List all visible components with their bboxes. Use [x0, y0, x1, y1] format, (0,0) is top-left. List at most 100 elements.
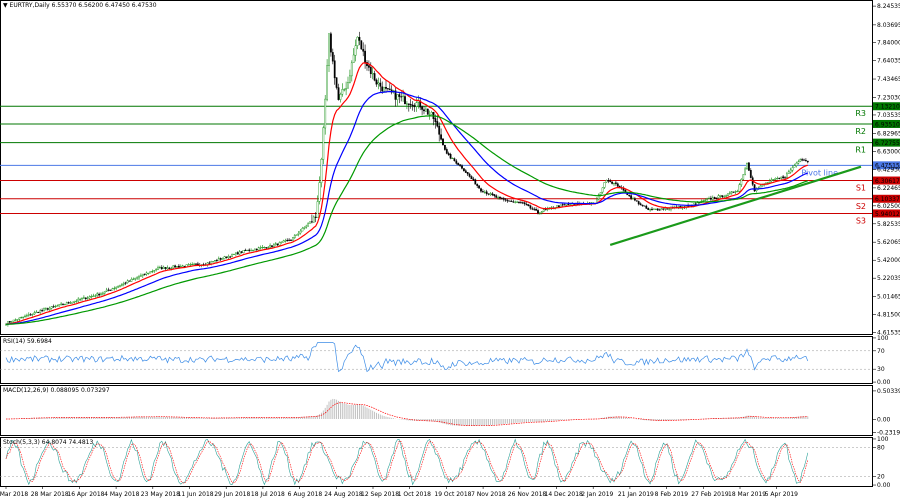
candle-body: [438, 125, 441, 135]
candle-body: [466, 172, 469, 175]
candle-body: [309, 221, 311, 224]
level-price-tag-s1: [873, 176, 900, 185]
candle-body: [645, 205, 648, 209]
candle-body: [379, 82, 382, 87]
candle-body: [92, 295, 95, 297]
x-tick-label: 27 Feb 2019: [691, 491, 729, 498]
candle-body: [265, 247, 268, 249]
candle-body: [331, 52, 334, 62]
candle-body: [290, 239, 292, 241]
candle-body: [305, 225, 308, 228]
candle-body: [411, 104, 414, 106]
candle-body: [191, 264, 194, 266]
trend-line: [609, 165, 862, 247]
candle-body: [643, 205, 646, 207]
y-tick-label: 5.22035: [877, 275, 900, 282]
candle-body: [208, 262, 211, 264]
candle-body: [778, 177, 781, 179]
candle-body: [187, 264, 190, 266]
candle-body: [725, 195, 728, 198]
candle-body: [79, 299, 82, 301]
candle-body: [179, 266, 182, 268]
level-name-s3: S3: [856, 216, 866, 225]
candle-body: [742, 174, 745, 180]
candle-body: [18, 317, 21, 320]
candle-body: [98, 293, 101, 296]
candle-body: [50, 306, 53, 309]
candle-body: [63, 303, 66, 306]
candle-body: [280, 241, 283, 243]
x-tick-label: 11 Jun 2018: [178, 491, 214, 498]
candle-body: [708, 198, 710, 200]
candle-body: [434, 118, 437, 123]
candle-body: [413, 105, 416, 108]
candle-body: [772, 179, 775, 181]
y-tick-label: 7.84000: [877, 40, 900, 47]
y-tick-label: 8.24535: [877, 3, 900, 10]
candle-body: [776, 178, 779, 180]
candle-body: [158, 267, 161, 269]
candle-body: [759, 185, 762, 189]
candle-body: [84, 297, 87, 300]
candle-body: [45, 308, 47, 310]
candle-body: [371, 72, 374, 75]
level-price-s1: 6.30617: [875, 178, 900, 185]
candle-body: [666, 208, 669, 210]
candle-body: [14, 319, 17, 321]
ind-tick-label: 0.00: [877, 416, 891, 423]
candle-body: [495, 195, 498, 198]
candle-body: [457, 162, 460, 166]
candle-body: [107, 289, 110, 291]
x-tick-label: 9 Mar 2018: [0, 491, 28, 498]
stoch-panel: [0, 437, 873, 487]
candle-body: [628, 195, 631, 197]
candle-body: [738, 184, 741, 192]
candle-body: [162, 266, 165, 270]
candle-body: [246, 249, 249, 251]
level-price-r1: 6.72755: [875, 140, 900, 147]
candle-body: [803, 159, 805, 161]
candle-body: [352, 54, 355, 63]
candle-body: [527, 204, 530, 207]
candle-body: [62, 303, 64, 305]
level-price-r2: 6.93510: [875, 121, 900, 128]
candle-body: [37, 312, 40, 314]
candle-body: [639, 203, 642, 206]
candle-body: [231, 253, 233, 257]
candle-body: [193, 263, 195, 265]
candle-body: [238, 251, 241, 255]
candle-body: [539, 212, 541, 214]
candle-body: [227, 256, 230, 259]
candle-body: [651, 208, 653, 210]
candle-body: [512, 201, 515, 203]
candle-body: [350, 62, 353, 77]
candle-body: [768, 180, 771, 183]
candle-body: [242, 249, 245, 254]
candle-body: [240, 251, 243, 253]
candle-body: [715, 197, 718, 199]
candle-body: [183, 265, 186, 267]
candle-body: [360, 40, 363, 50]
candle-body: [780, 176, 783, 179]
candle-body: [806, 160, 809, 163]
candle-body: [153, 270, 156, 272]
candle-body: [696, 202, 699, 205]
candle-body: [145, 272, 148, 275]
ind-tick-label: 0.00: [877, 482, 891, 489]
level-price-tag-s2: [873, 194, 900, 203]
candle-body: [20, 317, 23, 319]
candle-body: [164, 267, 167, 269]
candle-body: [531, 208, 534, 210]
candle-body: [88, 296, 91, 299]
candle-body: [134, 277, 137, 280]
candle-body: [426, 108, 429, 115]
candle-body: [48, 307, 51, 310]
candle-body: [795, 162, 798, 166]
candle-body: [753, 184, 756, 192]
x-tick-label: 2 Jan 2019: [581, 491, 613, 498]
candle-body: [521, 202, 524, 204]
candle-body: [501, 198, 503, 200]
candle-body: [721, 195, 724, 198]
candle-body: [122, 282, 125, 285]
candle-body: [653, 208, 655, 210]
